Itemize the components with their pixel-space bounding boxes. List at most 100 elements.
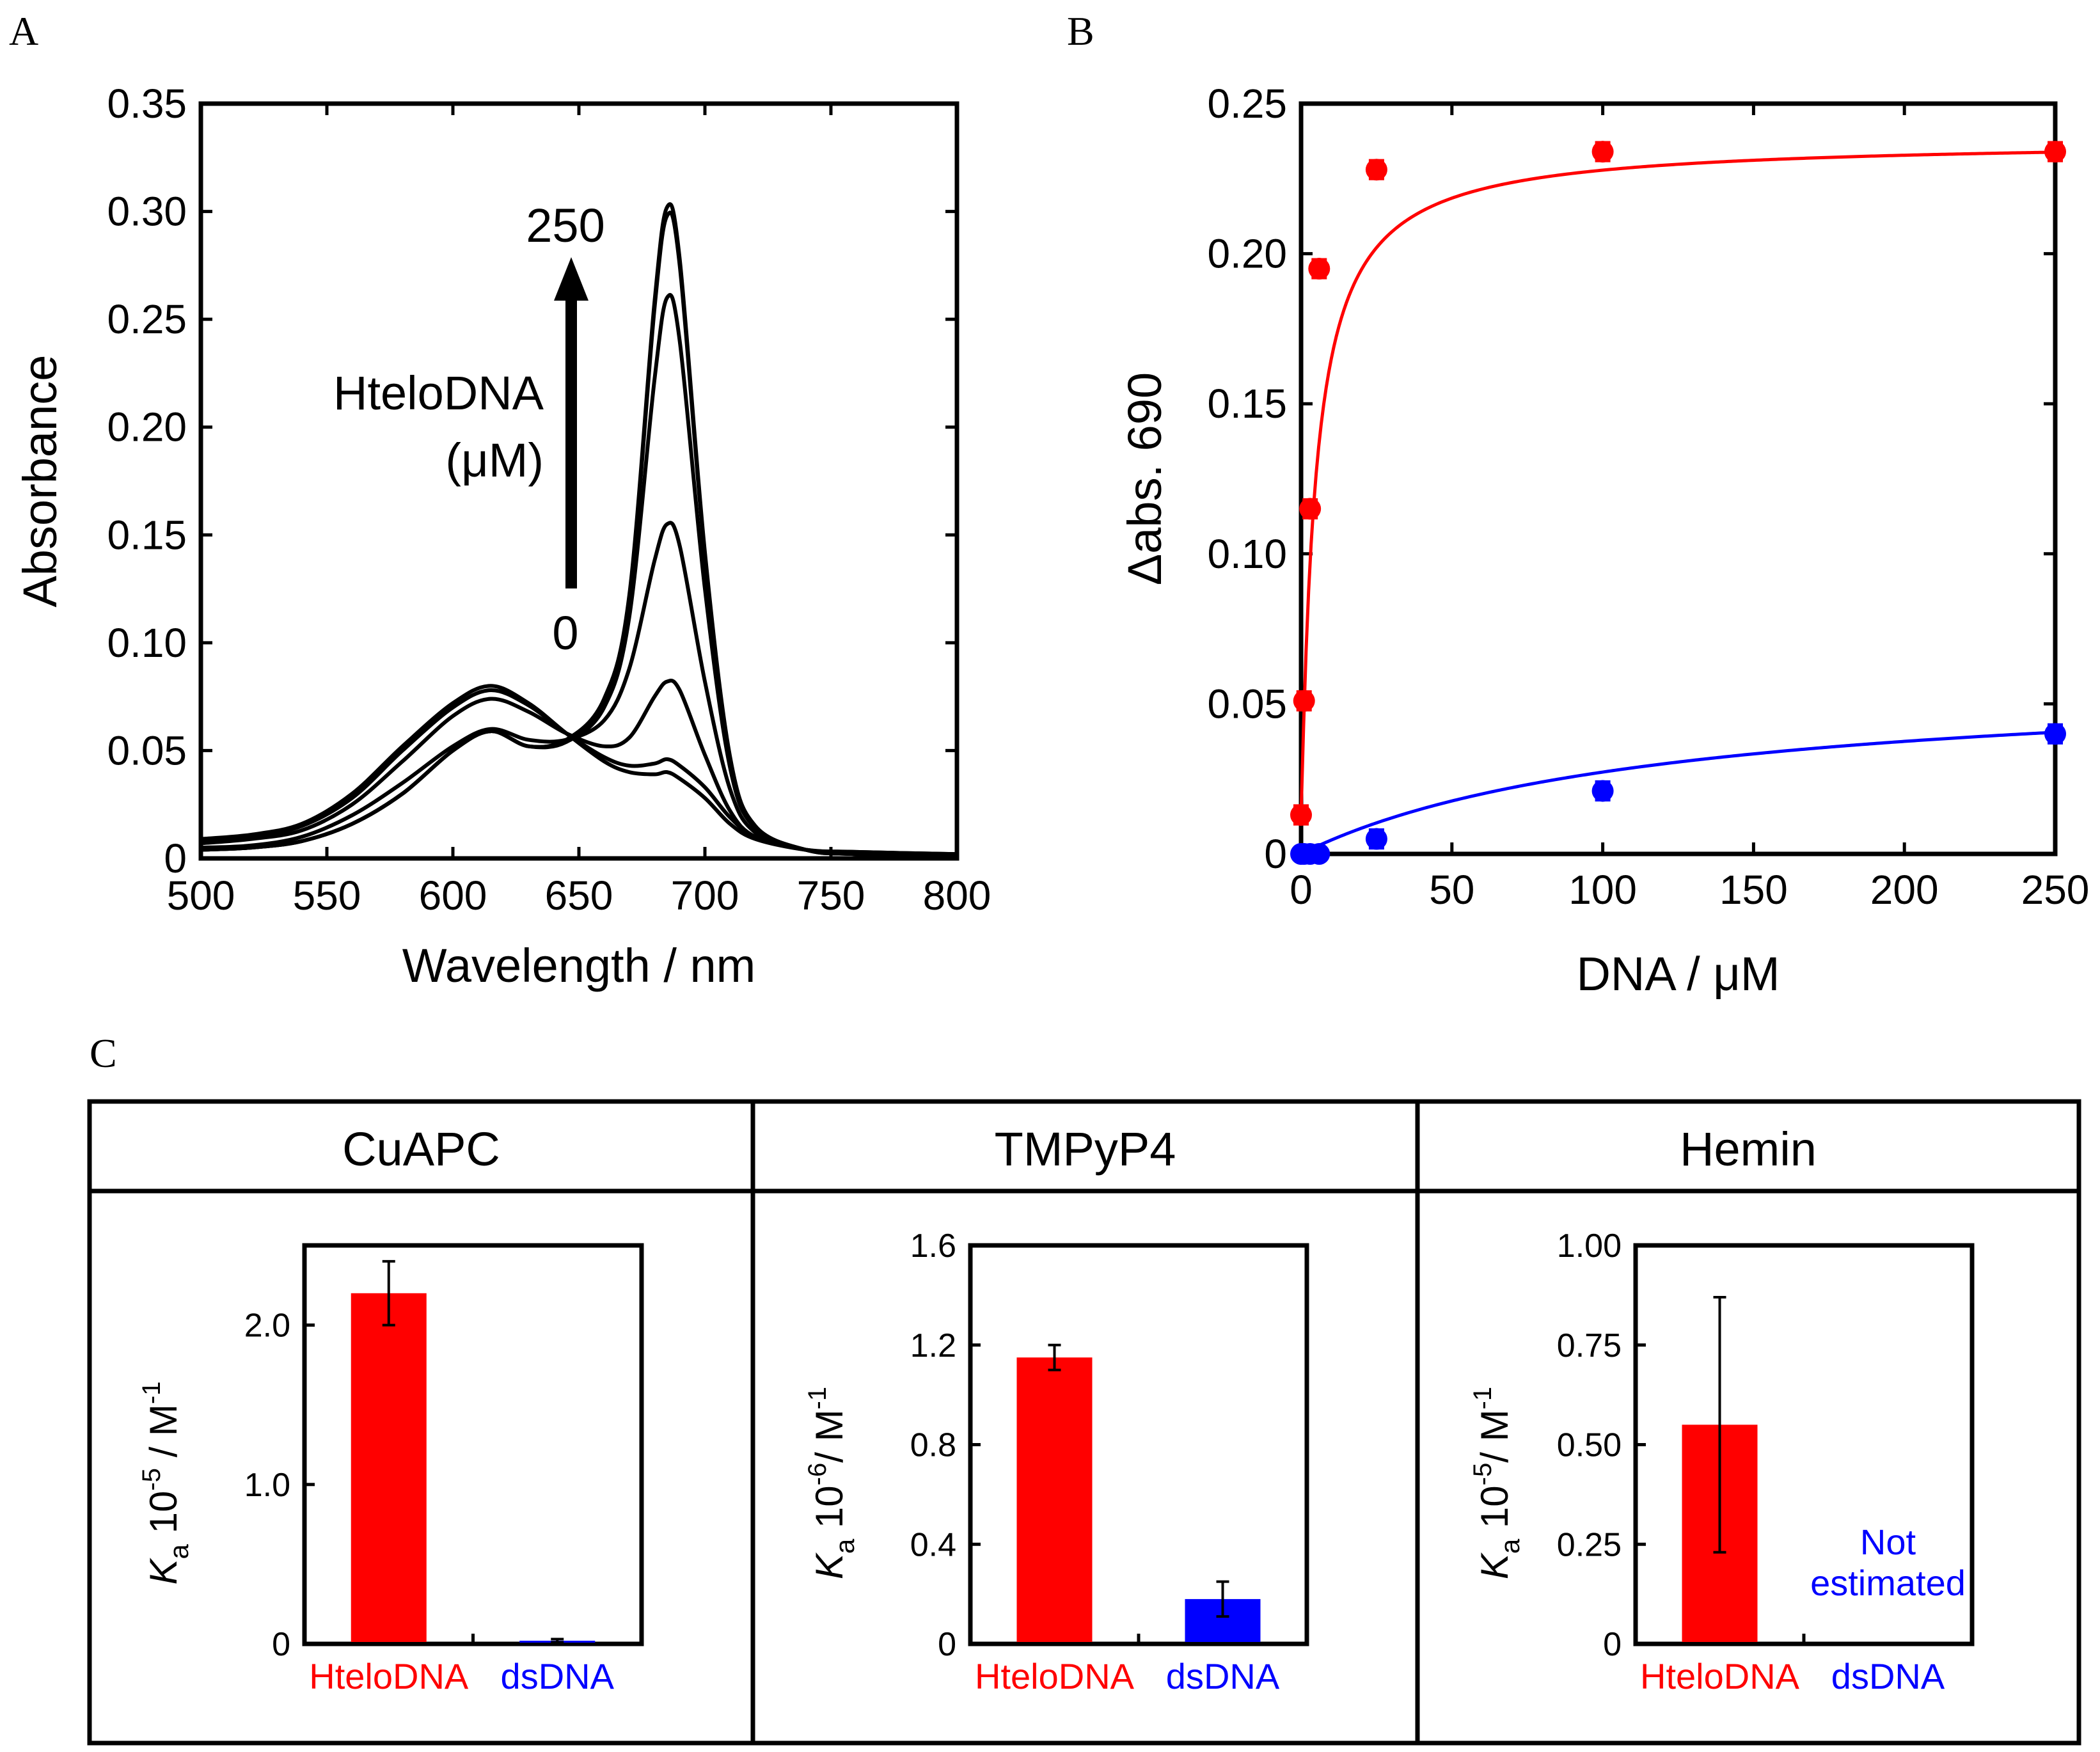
y-axis-label-part: K xyxy=(1473,1552,1516,1579)
data-point-HteloDNA xyxy=(1308,258,1330,280)
y-axis-label-part: / M xyxy=(142,1404,185,1468)
data-point-HteloDNA xyxy=(1293,690,1315,712)
y-tick-label: 0 xyxy=(1264,831,1287,877)
y-axis-label: Δabs. 690 xyxy=(1118,372,1171,585)
y-tick-label: 0 xyxy=(1603,1626,1622,1663)
x-tick-label: 550 xyxy=(293,872,361,919)
y-tick-label: 0.75 xyxy=(1557,1327,1622,1364)
chart-a-absorbance-spectra: 500 550 600 650 700 750 800 0 0.05 0.10 0.15 0.20 0.… xyxy=(13,81,991,992)
category-label: dsDNA xyxy=(1831,1656,1945,1696)
category-label: dsDNA xyxy=(501,1656,615,1696)
y-tick-label: 0.25 xyxy=(1557,1526,1622,1563)
y-tick-label: 0.25 xyxy=(107,296,187,342)
y-axis-label-part: / M xyxy=(1473,1409,1516,1462)
y-tick-label: 0.8 xyxy=(910,1427,956,1464)
y-tick-label: 1.6 xyxy=(910,1227,956,1265)
category-label: HteloDNA xyxy=(975,1656,1135,1696)
concentration-unit: (μM) xyxy=(445,434,544,487)
table-frame xyxy=(87,1099,2081,1746)
chart-c2-tmpyp4: TMPyP4 0 0.4 0.8 1.2 1.6 HteloDNA dsDNA Ka 10-6/… xyxy=(803,1123,1309,1696)
y-tick-label: 1.00 xyxy=(1557,1227,1622,1265)
x-tick-label: 200 xyxy=(1870,867,1939,913)
panel-label-c: C xyxy=(90,1030,117,1076)
y-tick-label: 0.10 xyxy=(1207,531,1287,577)
data-point-HteloDNA xyxy=(2044,141,2066,163)
x-axis-label: Wavelength / nm xyxy=(402,939,756,992)
y-axis-label: Ka 10-5/ M-1 xyxy=(1469,1387,1525,1579)
y-axis-label-part: -5 xyxy=(1469,1463,1497,1486)
y-axis-label-part: -6 xyxy=(803,1463,832,1486)
x-tick-label: 50 xyxy=(1429,867,1474,913)
y-tick-label: 0 xyxy=(938,1626,956,1663)
concentration-label: HteloDNA xyxy=(333,367,544,420)
spectrum-line-1 xyxy=(200,688,958,856)
data-point-dsDNA xyxy=(1308,843,1330,865)
category-label: dsDNA xyxy=(1166,1656,1280,1696)
x-tick-label: 600 xyxy=(419,872,487,919)
y-tick-label: 1.0 xyxy=(244,1467,290,1504)
note-line: estimated xyxy=(1810,1563,1966,1603)
spectrum-line-5 xyxy=(200,210,958,858)
x-tick-label: 800 xyxy=(923,872,991,919)
y-tick-label: 0.35 xyxy=(107,81,187,127)
data-point-HteloDNA xyxy=(1299,498,1322,520)
fit-curve-0 xyxy=(1299,150,2056,816)
x-tick-label: 500 xyxy=(167,872,235,919)
y-tick-label: 0.15 xyxy=(107,512,187,558)
y-tick-label: 0 xyxy=(164,835,187,881)
chart-b-titration: 0 50 100 150 200 250 0 0.05 0.10 0.15 0.20 0.25 DNA … xyxy=(1118,81,2089,1000)
data-point-dsDNA xyxy=(1365,828,1387,850)
y-tick-label: 0.05 xyxy=(1207,681,1287,727)
x-tick-label: 700 xyxy=(671,872,739,919)
panel-label-a: A xyxy=(9,8,38,54)
note-line: Not xyxy=(1860,1522,1916,1562)
category-label: HteloDNA xyxy=(1640,1656,1800,1696)
y-axis-label: Ka 10-5 / M-1 xyxy=(138,1382,194,1585)
spectrum-line-4 xyxy=(200,293,958,858)
y-tick-label: 0.50 xyxy=(1557,1427,1622,1464)
y-tick-label: 1.2 xyxy=(910,1327,956,1364)
arrow-label-bottom: 0 xyxy=(552,606,578,659)
y-tick-label: 0.30 xyxy=(107,189,187,235)
y-axis-label-part: -1 xyxy=(803,1387,832,1410)
y-axis-label-part: K xyxy=(142,1557,185,1584)
y-axis-label-part: a xyxy=(830,1538,860,1554)
y-axis-label-part: a xyxy=(164,1543,194,1559)
x-axis-label: DNA / μM xyxy=(1576,947,1780,1000)
category-label: HteloDNA xyxy=(309,1656,469,1696)
data-point-HteloDNA xyxy=(1290,804,1312,826)
chart-c1-cuapc: CuAPC 0 1.0 2.0 HteloDNA dsDNA Ka 10-5 / M-1 xyxy=(138,1123,644,1696)
y-axis-label-part: -1 xyxy=(138,1382,166,1405)
y-axis-label: Absorbance xyxy=(13,355,67,608)
spectrum-line-3 xyxy=(200,521,958,858)
column-title: TMPyP4 xyxy=(995,1123,1176,1176)
data-point-HteloDNA xyxy=(1365,159,1387,181)
x-tick-label: 0 xyxy=(1290,867,1313,913)
y-tick-label: 0.20 xyxy=(107,404,187,450)
increase-arrow-head xyxy=(554,257,588,301)
y-axis-label-part: / M xyxy=(808,1409,851,1462)
x-tick-label: 650 xyxy=(545,872,613,919)
x-tick-label: 150 xyxy=(1719,867,1788,913)
y-axis-label: Ka 10-6/ M-1 xyxy=(803,1387,860,1579)
data-point-dsDNA xyxy=(1591,780,1614,802)
fit-curve-1 xyxy=(1300,730,2056,856)
not-estimated-note: Not estimated xyxy=(1810,1522,1966,1603)
data-point-HteloDNA xyxy=(1591,141,1614,163)
bar-HteloDNA xyxy=(351,1293,427,1642)
y-tick-label: 0.10 xyxy=(107,620,187,666)
y-axis-label-part: 10 xyxy=(142,1491,185,1544)
y-axis-label-part: 10 xyxy=(1473,1485,1516,1538)
bar-HteloDNA xyxy=(1016,1357,1093,1642)
spectrum-line-0 xyxy=(200,684,958,856)
chart-c3-hemin: Hemin 0 0.25 0.50 0.75 1.00 HteloDNA dsDNA Not es… xyxy=(1469,1123,1975,1696)
y-tick-label: 0.20 xyxy=(1207,231,1287,277)
column-title: CuAPC xyxy=(342,1123,500,1176)
y-axis-label-part: -1 xyxy=(1469,1387,1497,1410)
y-tick-label: 0.15 xyxy=(1207,381,1287,427)
column-title: Hemin xyxy=(1680,1123,1817,1176)
x-tick-label: 250 xyxy=(2021,867,2090,913)
y-axis-label-part: -5 xyxy=(138,1468,166,1491)
